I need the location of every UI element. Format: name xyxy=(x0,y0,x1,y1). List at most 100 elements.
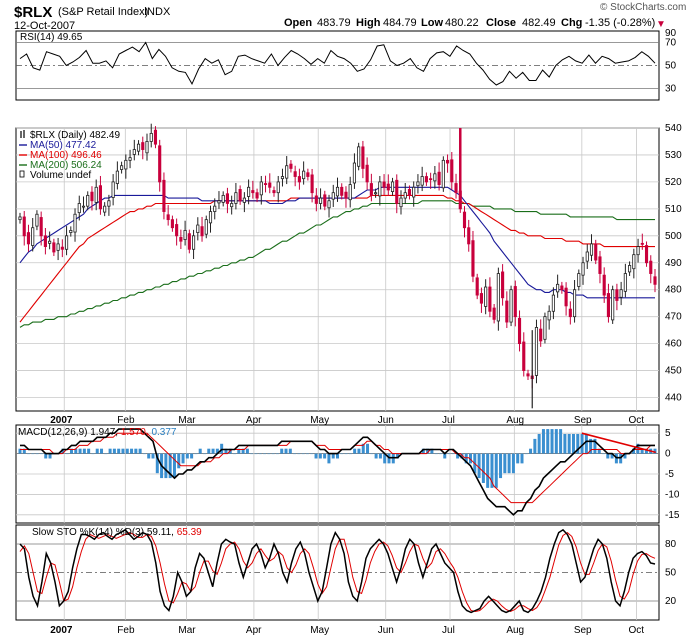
candle-body xyxy=(390,181,395,193)
price-tick-470: 470 xyxy=(665,312,682,323)
price-xlabel-Mar: Mar xyxy=(178,415,196,426)
candle xyxy=(192,229,196,259)
candle xyxy=(98,175,102,215)
candle-body xyxy=(560,285,564,291)
macd-histogram-bar xyxy=(644,448,648,454)
candle xyxy=(145,133,149,161)
sto-label: Slow STO %K(14) %D(3) xyxy=(32,527,147,538)
candle-body xyxy=(399,197,403,208)
macd-histogram-bar xyxy=(374,453,378,459)
legend-label: MA(50) 477.42 xyxy=(30,140,97,151)
price-xlabel-Apr: Apr xyxy=(246,415,262,426)
candle xyxy=(573,280,577,323)
rsi-tick-30: 30 xyxy=(665,84,677,95)
macd-histogram-bar xyxy=(559,429,563,454)
candle xyxy=(361,140,365,179)
rsi-title: RSI(14) 49.65 xyxy=(20,32,83,43)
candle xyxy=(115,161,119,190)
macd-histogram-bar xyxy=(117,448,121,454)
macd-histogram-bar xyxy=(541,429,545,454)
macd-histogram-bar xyxy=(340,453,344,455)
macd-histogram-bar xyxy=(142,453,146,455)
candle-body xyxy=(77,203,81,214)
candle xyxy=(433,166,437,189)
candle-body xyxy=(31,227,35,246)
candle xyxy=(200,216,204,242)
legend-label: Volume undef xyxy=(30,170,91,181)
candle xyxy=(293,165,297,187)
macd-histogram-bar xyxy=(507,453,511,474)
low-label: Low xyxy=(421,17,443,29)
candle-body xyxy=(623,273,627,292)
candle-body xyxy=(365,164,369,183)
candle-body xyxy=(429,178,433,181)
macd-histogram-bar xyxy=(640,448,644,454)
candle-body xyxy=(56,243,60,251)
candle-body xyxy=(462,211,467,229)
macd-histogram-bar xyxy=(112,448,116,454)
sto-xlabel-Jul: Jul xyxy=(442,625,455,636)
candle-body xyxy=(505,300,509,323)
candle xyxy=(242,192,246,213)
macd-histogram-bar xyxy=(348,453,352,455)
macd-histogram-bar xyxy=(580,433,584,454)
macd-histogram-bar xyxy=(602,453,606,455)
candle-body xyxy=(589,243,594,256)
candle-body xyxy=(471,240,475,277)
candle-body xyxy=(526,373,530,377)
candle xyxy=(120,161,124,174)
candle-body xyxy=(141,142,145,150)
candle xyxy=(488,277,492,318)
candle-body xyxy=(484,286,488,307)
macd-hist-value: 0.377 xyxy=(151,427,176,438)
candle xyxy=(340,183,344,200)
candle-body xyxy=(543,316,547,340)
macd-histogram-bar xyxy=(323,453,327,459)
candle-body xyxy=(255,192,259,199)
candle-body xyxy=(551,294,555,312)
candle xyxy=(335,177,340,202)
candle-body xyxy=(594,243,598,261)
candle xyxy=(390,177,395,196)
candle xyxy=(56,237,60,261)
macd-histogram-bar xyxy=(537,433,541,454)
candle-body xyxy=(310,174,314,194)
candle-body xyxy=(475,277,479,296)
macd-histogram-bar xyxy=(65,453,69,455)
macd-histogram-bar xyxy=(511,453,515,474)
sto-xlabel-Apr: Apr xyxy=(246,625,262,636)
macd-signal-line xyxy=(20,432,655,504)
candle-body xyxy=(276,181,280,194)
sto-xlabel-Mar: Mar xyxy=(178,625,196,636)
macd-histogram-bar xyxy=(237,448,241,454)
candle xyxy=(259,175,263,205)
macd-histogram-bar xyxy=(550,429,554,454)
sto-xlabel-Feb: Feb xyxy=(117,625,135,636)
macd-histogram-bar xyxy=(563,433,567,454)
macd-tick-5: 5 xyxy=(665,428,671,439)
candle-body xyxy=(242,197,246,203)
macd-label: MACD(12,26,9) xyxy=(18,427,90,438)
macd-histogram-bar xyxy=(499,453,503,479)
candle-body xyxy=(247,186,251,197)
candle xyxy=(276,175,280,203)
candle xyxy=(179,229,183,250)
candle-body xyxy=(640,242,644,245)
high-label: High xyxy=(356,17,381,29)
macd-histogram-bar xyxy=(288,448,292,454)
candle xyxy=(615,283,619,311)
macd-histogram-bar xyxy=(177,453,181,469)
candle xyxy=(90,186,94,211)
candle xyxy=(429,172,433,189)
candle-body xyxy=(124,159,128,170)
candle-body xyxy=(187,233,191,250)
candle-body xyxy=(149,132,153,142)
macd-histogram-bar xyxy=(220,443,224,454)
candle-body xyxy=(98,185,102,210)
candle-body xyxy=(437,171,441,185)
candle-body xyxy=(170,219,174,229)
macd-histogram-bar xyxy=(606,453,610,459)
macd-trendline xyxy=(581,432,656,454)
ma200-line xyxy=(19,200,655,328)
candle xyxy=(577,269,581,291)
